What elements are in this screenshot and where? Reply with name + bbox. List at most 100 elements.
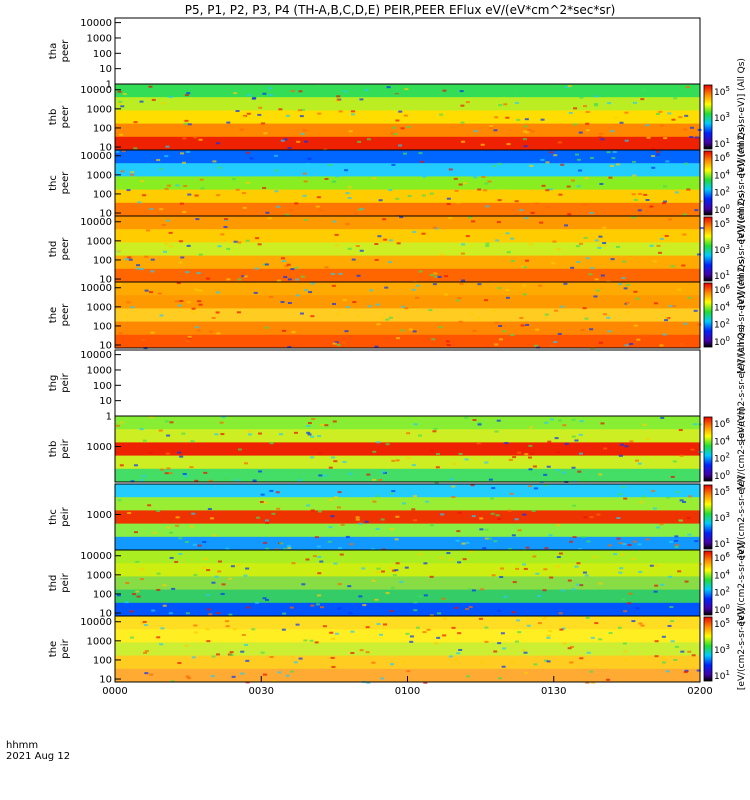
- spectrogram-texture: [281, 628, 286, 631]
- spectrogram-texture: [303, 639, 308, 642]
- spectrogram-texture: [267, 217, 272, 220]
- spectrogram-band: [115, 308, 700, 323]
- spectrogram-texture: [511, 611, 516, 614]
- spectrogram-texture: [282, 169, 287, 172]
- spectrogram-texture: [497, 517, 502, 520]
- spectrogram-texture: [554, 437, 559, 440]
- spectrogram-texture: [118, 102, 123, 105]
- spectrogram-texture: [523, 567, 528, 570]
- spectrogram-texture: [434, 642, 439, 645]
- spectrogram-texture: [310, 456, 315, 459]
- colorbar: [703, 616, 713, 682]
- spectrogram-texture: [156, 572, 161, 575]
- spectrogram-texture: [456, 652, 461, 655]
- spectrogram-texture: [365, 651, 370, 654]
- spectrogram-texture: [418, 270, 423, 273]
- y-tick-label: 100: [93, 255, 112, 266]
- spectrogram-texture: [395, 93, 400, 96]
- spectrogram-texture: [612, 151, 617, 154]
- spectrogram-texture: [117, 283, 122, 286]
- spectrogram-texture: [514, 640, 519, 643]
- spectrogram-texture: [395, 119, 400, 122]
- spectrogram-texture: [556, 248, 561, 251]
- spectrogram-texture: [633, 324, 638, 327]
- spectrogram-texture: [301, 583, 306, 586]
- spectrogram-texture: [446, 344, 451, 347]
- spectrogram-texture: [140, 578, 145, 581]
- spectrogram-texture: [200, 187, 205, 190]
- spectrogram-texture: [356, 315, 361, 318]
- spectrogram-texture: [335, 100, 340, 103]
- spectrogram-texture: [678, 116, 683, 119]
- spectrogram-texture: [443, 617, 448, 620]
- spectrogram-texture: [256, 516, 261, 519]
- spectrogram-texture: [594, 239, 599, 242]
- spectrogram-texture: [543, 659, 548, 662]
- spectrogram-texture: [227, 577, 232, 580]
- spectrogram-texture: [122, 92, 127, 95]
- spectrogram-texture: [696, 669, 701, 672]
- spectrogram-texture: [616, 517, 621, 520]
- spectrogram-texture: [562, 424, 567, 427]
- spectrogram-texture: [583, 236, 588, 239]
- spectrogram-texture: [606, 678, 611, 681]
- spectrogram-texture: [484, 182, 489, 185]
- panel-probe-label: thg: [48, 375, 59, 392]
- spectrogram-texture: [115, 150, 120, 153]
- spectrogram-texture: [423, 594, 428, 597]
- spectrogram-texture: [527, 456, 532, 459]
- y-tick-label: 1000: [87, 510, 112, 521]
- spectrogram-texture: [670, 265, 675, 268]
- spectrogram-texture: [683, 322, 688, 325]
- spectrogram-texture: [181, 432, 186, 435]
- spectrogram-texture: [473, 176, 478, 179]
- spectrogram-texture: [600, 138, 605, 141]
- spectrogram-texture: [144, 255, 149, 258]
- spectrogram-texture: [674, 535, 679, 538]
- spectrogram-texture: [448, 168, 453, 171]
- panel-species-label: peir: [60, 506, 71, 526]
- spectrogram-texture: [638, 622, 643, 625]
- spectrogram-texture: [437, 275, 442, 278]
- spectrogram-texture: [477, 422, 482, 425]
- spectrogram-texture: [585, 257, 590, 260]
- spectrogram-texture: [365, 626, 370, 629]
- spectrogram-texture: [584, 317, 589, 320]
- spectrogram-texture: [409, 635, 414, 638]
- spectrogram-texture: [380, 677, 385, 680]
- spectrogram-texture: [669, 540, 674, 543]
- spectrogram-texture: [164, 472, 169, 475]
- spectrogram-texture: [328, 526, 333, 529]
- spectrogram-texture: [493, 129, 498, 132]
- spectrogram-texture: [178, 537, 183, 540]
- spectrogram-texture: [598, 235, 603, 238]
- spectrogram-texture: [182, 137, 187, 140]
- spectrogram-texture: [497, 642, 502, 645]
- spectrogram-texture: [330, 656, 335, 659]
- spectrogram-texture: [350, 110, 355, 113]
- spectrogram-texture: [528, 444, 533, 447]
- spectrogram-texture: [580, 329, 585, 332]
- spectrogram-texture: [457, 561, 462, 564]
- spectrogram-texture: [214, 433, 219, 436]
- colorbar-tick-label: 104: [714, 434, 730, 447]
- spectrogram-band: [115, 616, 700, 630]
- spectrogram-texture: [689, 126, 694, 129]
- spectrogram-texture: [217, 560, 222, 563]
- spectrogram-texture: [177, 662, 182, 665]
- spectrogram-texture: [464, 458, 469, 461]
- spectrogram-texture: [564, 442, 569, 445]
- spectrogram-texture: [487, 180, 492, 183]
- spectrogram-texture: [364, 520, 369, 523]
- spectrogram-texture: [243, 574, 248, 577]
- spectrogram-texture: [265, 547, 270, 550]
- spectrogram-texture: [350, 652, 355, 655]
- spectrogram-texture: [168, 95, 173, 98]
- spectrogram-texture: [143, 651, 148, 654]
- spectrogram-texture: [159, 314, 164, 317]
- spectrogram-texture: [348, 472, 353, 475]
- spectrogram-texture: [390, 492, 395, 495]
- spectrogram-texture: [661, 656, 666, 659]
- spectrogram-texture: [637, 543, 642, 546]
- spectrogram-texture: [394, 569, 399, 572]
